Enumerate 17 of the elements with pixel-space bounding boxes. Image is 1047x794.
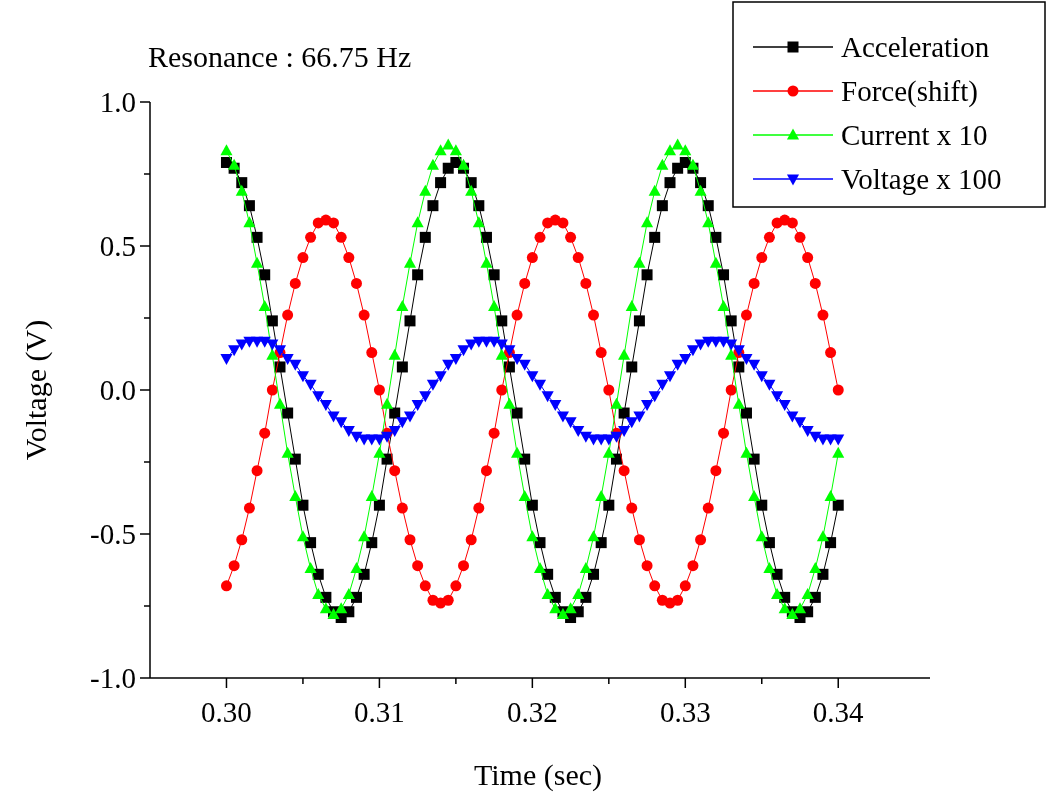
x-tick-label: 0.30	[201, 696, 252, 728]
x-tick-label: 0.34	[812, 696, 865, 728]
legend-label: Current x 10	[841, 119, 988, 152]
legend-label: Acceleration	[841, 31, 990, 64]
y-tick-label: 1.0	[99, 86, 136, 119]
y-tick-label: -1.0	[90, 662, 136, 695]
x-tick-label: 0.32	[506, 696, 558, 728]
legend-label: Voltage x 100	[841, 163, 1002, 196]
chart-title: Resonance : 66.75 Hz	[148, 40, 412, 73]
y-tick-label: -0.5	[90, 518, 136, 551]
y-tick-label: 0.5	[99, 230, 136, 263]
x-tick-label: 0.33	[659, 696, 711, 728]
x-axis-title: Time (sec)	[473, 758, 603, 792]
y-axis-title: Voltage (V)	[19, 319, 53, 461]
y-tick-label: 0.0	[99, 374, 136, 407]
legend-label: Force(shift)	[841, 75, 978, 109]
x-tick-label: 0.31	[354, 696, 405, 728]
